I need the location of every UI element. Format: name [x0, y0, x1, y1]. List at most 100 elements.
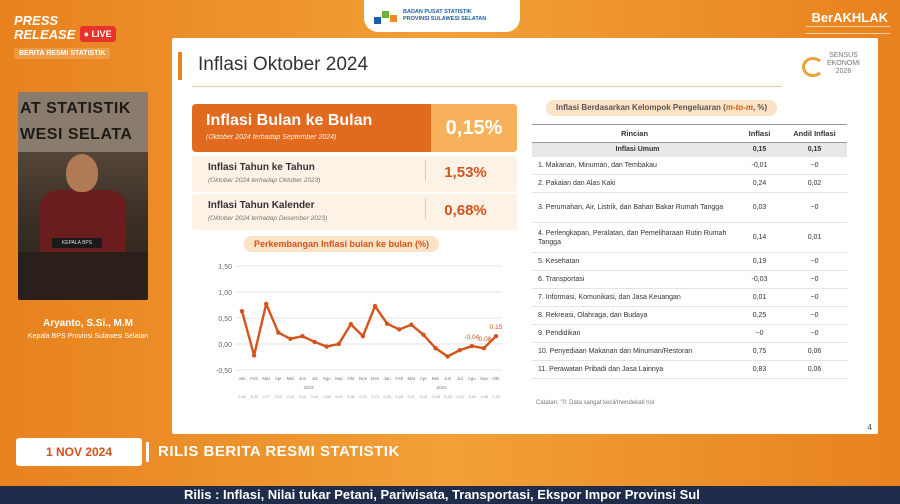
x-tick-label: Nov [359, 376, 368, 381]
live-badge: ● LIVE [79, 26, 116, 42]
x-tick-label: Apr [420, 376, 428, 381]
cell-rincian: 11. Perawatan Pribadi dan Jasa Lainnya [532, 360, 737, 379]
cell-inflasi: 0,14 [737, 222, 782, 253]
x-tick-label: Apr [275, 376, 283, 381]
data-point [336, 341, 341, 347]
speaker-desk [18, 252, 148, 300]
table-row: 6. Transportasi -0,03 ~0 [532, 270, 847, 289]
y-tick-label: -0,50 [216, 368, 232, 375]
series-line [240, 302, 497, 358]
cell-rincian: 4. Perlengkapan, Peralatan, dan Pemeliha… [532, 222, 737, 253]
table-title-highlight: m-to-m [725, 103, 753, 112]
date-badge: 1 NOV 2024 [16, 438, 142, 466]
x-tick-label: Okt [492, 376, 500, 381]
live-text: LIVE [91, 29, 112, 39]
cell-rincian: Inflasi Umum [532, 142, 737, 157]
y-tick-label: 0,50 [218, 316, 232, 323]
header-inflasi: Inflasi [737, 124, 782, 143]
data-point [276, 330, 281, 335]
value-strip-label: 0,15 [492, 395, 499, 399]
data-point [493, 334, 499, 339]
year-label: 2024 [437, 385, 448, 390]
cell-andil: 0,15 [782, 142, 847, 157]
nameplate: KEPALA BPS [52, 238, 102, 248]
x-tick-label: Mei [432, 376, 439, 381]
data-point [324, 344, 329, 349]
value-strip-label: -0,24 [443, 395, 452, 399]
data-point [239, 309, 245, 314]
ticker-text: Rilis : Inflasi, Nilai tukar Petani, Par… [184, 487, 700, 502]
cell-inflasi: 0,75 [737, 342, 782, 361]
data-point [445, 354, 450, 359]
cell-inflasi: 0,15 [737, 142, 782, 157]
y-tick-label: 1,00 [218, 290, 232, 297]
cell-rincian: 7. Informasi, Komunikasi, dan Jasa Keuan… [532, 288, 737, 307]
data-point [457, 348, 462, 353]
bps-logo-line1: BADAN PUSAT STATISTIK [403, 9, 472, 15]
berakhlak-logo: BerAKHLAK [811, 10, 888, 25]
cell-andil: ~0 [782, 288, 847, 307]
data-point [409, 322, 414, 327]
news-ticker: Rilis : Inflasi, Nilai tukar Petani, Par… [0, 486, 900, 504]
x-tick-label: Jan [384, 376, 392, 381]
table-row-inflasi-umum: Inflasi Umum 0,15 0,15 [532, 142, 847, 157]
lower-third: 1 NOV 2024 RILIS BERITA RESMI STATISTIK [0, 438, 900, 466]
value-strip-label: -0,08 [480, 395, 489, 399]
speaker-title: Kepala BPS Provinsi Sulawesi Selatan [27, 333, 149, 340]
x-tick-label: Jun [444, 376, 452, 381]
data-label: -0,04 [464, 334, 479, 341]
inflation-line-chart: 1,50 1,00 0,50 0,00 -0,50 Jan Feb Mar Apr Mei Jun J… [206, 258, 510, 408]
cell-rincian: 10. Penyediaan Makanan dan Minuman/Resto… [532, 342, 737, 361]
cell-rincian: 2. Pakaian dan Alas Kaki [532, 174, 737, 193]
x-tick-label: Feb [250, 376, 258, 381]
mtm-value: 0,15% [431, 104, 517, 152]
speaker-body [40, 190, 126, 260]
cell-inflasi: 0,03 [737, 192, 782, 223]
value-strip-label: 0,37 [408, 395, 415, 399]
table-row: 1. Makanan, Minuman, dan Tembakau -0,01 ~0 [532, 156, 847, 175]
cell-inflasi: -0,03 [737, 270, 782, 289]
data-label: 0,15 [490, 324, 503, 331]
speaker-name: Aryanto, S.Si., M.M [42, 318, 133, 329]
table-row: 3. Perumahan, Air, Listrik, dan Bahan Ba… [532, 192, 847, 223]
data-point [300, 334, 305, 339]
x-tick-label: Okt [347, 376, 355, 381]
data-point [312, 339, 317, 345]
cell-andil: ~0 [782, 252, 847, 271]
value-strip-label: -0,12 [455, 395, 464, 399]
data-point [469, 343, 475, 349]
data-point [481, 345, 487, 351]
berita-resmi-label: BERITA RESMI STATISTIK [14, 48, 111, 59]
cell-andil: 0,06 [782, 342, 847, 361]
x-tick-label: Jun [299, 376, 307, 381]
yoy-sub: (Oktober 2024 terhadap Oktober 2023) [208, 177, 321, 184]
sensus-line1: SENSUS [829, 52, 858, 59]
video-wall-text: AT STATISTIK WESI SELATA [18, 92, 148, 152]
data-point [288, 336, 293, 341]
bps-logo-banner: BADAN PUSAT STATISTIK PROVINSI SULAWESI … [364, 0, 520, 32]
video-wall-line2: WESI SELATA [20, 126, 133, 143]
year-label: 2023 [304, 385, 315, 390]
table-body: Inflasi Umum 0,15 0,15 1. Makanan, Minuman,… [532, 142, 847, 379]
cell-inflasi: 0,24 [737, 174, 782, 193]
table-row: 8. Rekreasi, Olahraga, dan Budaya 0,25 ~0 [532, 306, 847, 325]
table-title: Inflasi Berdasarkan Kelompok Pengeluaran… [546, 100, 778, 116]
x-tick-label: Mar [407, 376, 415, 381]
x-tick-label: Jan [238, 376, 246, 381]
slide-title: Inflasi Oktober 2024 [198, 54, 369, 75]
header-rincian: Rincian [532, 124, 737, 143]
cell-rincian: 6. Transportasi [532, 270, 737, 289]
ytd-value: 0,68% [425, 198, 505, 219]
cell-inflasi: 0,25 [737, 306, 782, 325]
cell-rincian: 3. Perumahan, Air, Listrik, dan Bahan Ba… [532, 192, 737, 223]
video-wall-line1: AT STATISTIK [20, 100, 131, 117]
yoy-value: 1,53% [425, 160, 505, 181]
table-row: 2. Pakaian dan Alas Kaki 0,24 0,02 [532, 174, 847, 193]
table-row: 5. Kesehatan 0,19 ~0 [532, 252, 847, 271]
value-strip-label: -0,22 [250, 395, 259, 399]
data-point [360, 334, 366, 339]
berakhlak-tagline [806, 26, 890, 34]
table-row: 9. Pendidikan ~0 ~0 [532, 324, 847, 343]
value-strip-label: 0,63 [238, 395, 245, 399]
